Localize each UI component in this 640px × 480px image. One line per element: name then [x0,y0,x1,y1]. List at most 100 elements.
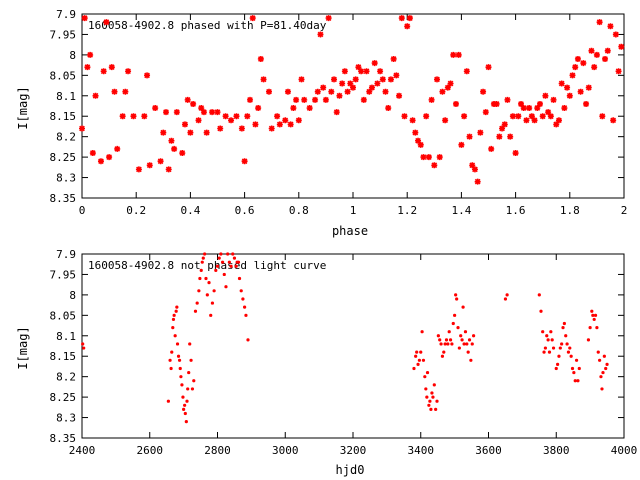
data-point [591,313,595,317]
x-tick-label: 3800 [543,444,570,457]
data-point [474,178,481,185]
data-point [268,125,275,132]
data-point [539,113,546,120]
data-point [92,92,99,99]
data-point [165,166,172,173]
data-point [224,285,228,289]
data-point [453,313,457,317]
data-point [176,354,181,358]
data-point [87,51,94,58]
data-point [415,137,422,144]
x-tick-label: 1.4 [451,204,471,217]
data-point [457,346,461,350]
data-point [122,88,129,95]
data-point [557,354,561,358]
data-point [374,80,381,87]
data-point [178,366,182,371]
y-tick-label: 7.9 [56,248,76,261]
data-point [186,387,190,391]
data-point [382,88,389,95]
y-tick-label: 8 [69,49,76,62]
data-point [550,338,554,342]
data-point [188,342,192,346]
data-point [379,76,386,83]
data-point [200,260,204,264]
data-point [599,113,606,120]
data-point [499,125,506,132]
x-tick-label: 3600 [475,444,502,457]
data-point [592,317,596,322]
data-point [172,313,176,317]
data-point [246,338,250,342]
data-point [442,350,446,354]
data-point [583,100,590,107]
data-point [314,88,321,95]
data-point [434,407,438,411]
y-tick-label: 7.95 [50,28,77,41]
data-point [199,268,203,272]
data-point [454,293,458,297]
data-point [542,350,546,354]
data-point [412,366,416,371]
data-point [130,113,137,120]
data-point [585,84,592,91]
x-tick-label: 2600 [137,444,164,457]
data-point [439,88,446,95]
data-point [406,15,413,22]
y-tick-label: 8.2 [56,131,76,144]
data-point [420,330,424,334]
data-point [555,117,562,124]
data-point [163,109,170,116]
data-point [183,411,187,416]
data-point [421,358,426,362]
data-point [463,68,470,75]
data-point [173,109,180,116]
data-point [339,80,346,87]
data-point [201,256,205,260]
phased-light-curve-plot: 160058-4902.8 phased with P=81.40day pha… [16,8,627,238]
data-point [252,121,259,128]
data-point [284,88,291,95]
data-point [226,252,230,256]
data-point [385,105,392,112]
data-point [168,358,172,362]
x-tick-label: 0.8 [289,204,309,217]
data-point [377,68,384,75]
data-point [89,150,96,157]
data-point [569,354,573,358]
data-point [207,281,211,285]
data-point [371,60,378,67]
y-tick-label: 8.3 [56,172,76,185]
data-point [320,84,327,91]
data-point [566,92,573,99]
data-point [586,338,591,342]
data-point [331,76,338,83]
data-point [561,105,568,112]
data-point [222,272,226,277]
data-point [501,121,508,128]
data-point [244,113,251,120]
data-point [442,117,449,124]
data-point [103,19,110,26]
data-point [404,23,411,30]
data-point [234,264,238,268]
data-point [520,105,527,112]
data-point [341,68,348,75]
data-point [190,387,195,391]
x-tick-label: 0 [79,204,86,217]
data-point [239,289,243,293]
data-point [436,154,443,161]
x-tick-label: 0.2 [126,204,146,217]
data-point [358,68,365,75]
data-point [368,84,375,91]
data-point [227,260,231,264]
data-point [175,305,179,309]
unphased-light-curve-plot: 160058-4902.8 not phased light curve hjd… [16,248,637,477]
data-point [317,31,324,38]
y-tick-label: 8.05 [50,69,77,82]
data-point [333,109,340,116]
data-point [257,55,264,62]
data-point [187,370,191,375]
data-point [558,346,562,350]
data-point [467,338,472,342]
